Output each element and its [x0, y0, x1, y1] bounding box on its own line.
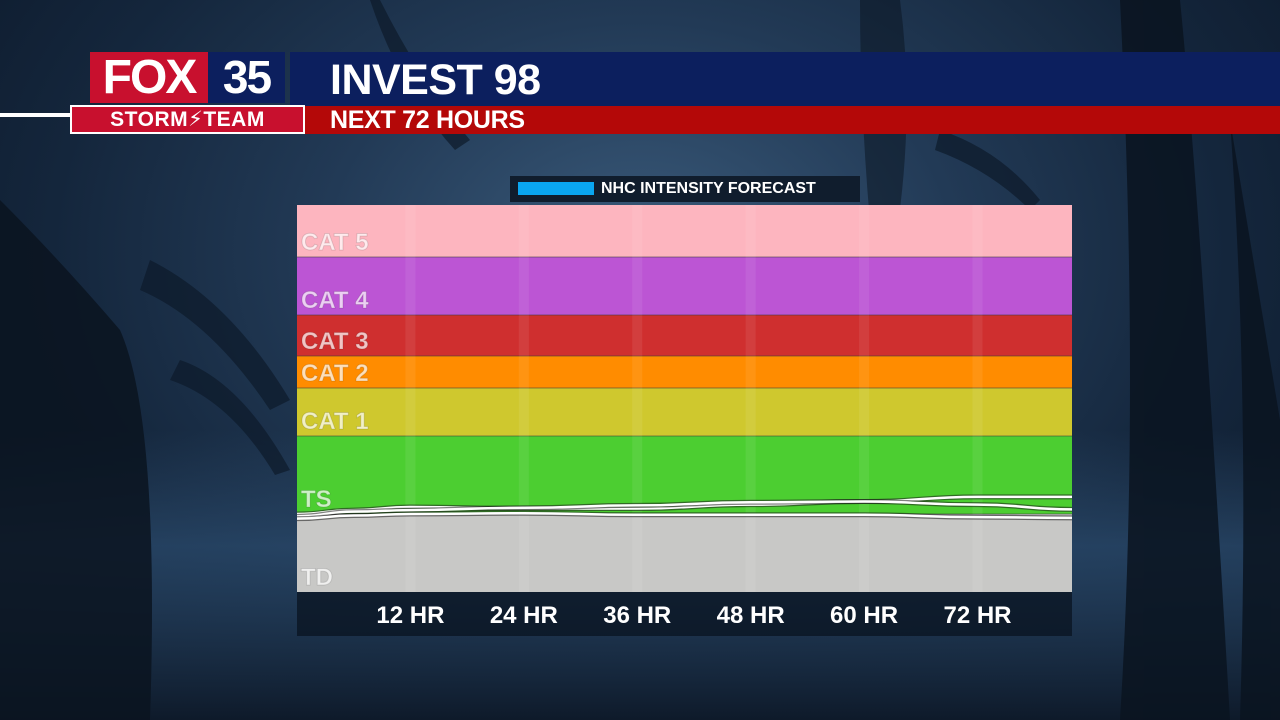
- band-label: CAT 5: [301, 229, 369, 256]
- band-cat-5: [297, 205, 1072, 257]
- band-cat-1: [297, 388, 1072, 436]
- x-tick-label: 36 HR: [603, 602, 671, 629]
- x-tick-label: 72 HR: [943, 602, 1011, 629]
- band-label: TS: [301, 486, 332, 513]
- x-tick-label: 60 HR: [830, 602, 898, 629]
- legend-swatch: [518, 182, 594, 195]
- band-ts: [297, 436, 1072, 514]
- header-title-bar: [290, 52, 1280, 106]
- header-rule: [0, 113, 72, 117]
- x-tick-label: 48 HR: [717, 602, 785, 629]
- forecast-line: [296, 511, 1073, 520]
- band-cat-4: [297, 257, 1072, 315]
- page-title: INVEST 98: [330, 56, 541, 104]
- logo-storm-team: STORM⚡TEAM: [70, 105, 305, 134]
- band-cat-2: [297, 356, 1072, 388]
- forecast-line: [296, 495, 1072, 516]
- logo-channel: 35: [208, 52, 285, 103]
- band-label: CAT 1: [301, 408, 369, 435]
- chart-legend: NHC INTENSITY FORECAST: [510, 176, 860, 202]
- band-label: CAT 3: [301, 328, 369, 355]
- forecast-line: [296, 500, 1073, 518]
- band-cat-3: [297, 315, 1072, 356]
- x-tick-label: 12 HR: [376, 602, 444, 629]
- band-label: CAT 4: [301, 287, 369, 314]
- band-td: [297, 514, 1072, 592]
- band-label: TD: [301, 564, 333, 591]
- header-subtitle-bar: [290, 106, 1280, 134]
- page-subtitle: NEXT 72 HOURS: [330, 106, 525, 134]
- logo-brand: FOX: [90, 52, 208, 103]
- band-label: CAT 2: [301, 360, 369, 387]
- legend-label: NHC INTENSITY FORECAST: [601, 180, 816, 197]
- logo-wordmark: FOX 35: [90, 52, 285, 103]
- x-tick-label: 24 HR: [490, 602, 558, 629]
- fox35-storm-team-logo: FOX 35 STORM⚡TEAM: [70, 52, 305, 134]
- x-axis-band: [297, 592, 1072, 636]
